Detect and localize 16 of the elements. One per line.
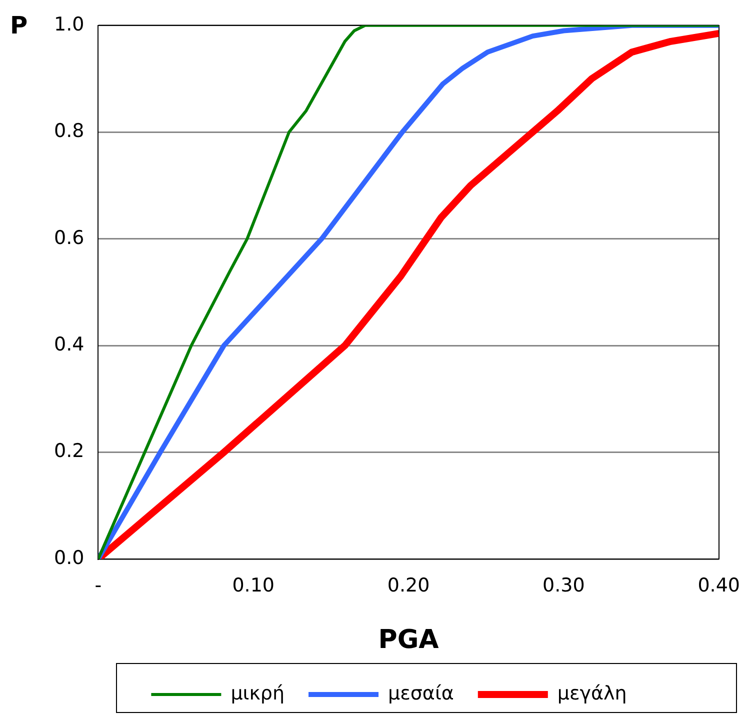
x-tick-label: - [94,574,102,596]
y-tick-label: 0.6 [54,226,84,249]
legend-label: μικρή [230,682,285,704]
y-tick-label: 0.8 [54,120,84,142]
y-tick-label: 0.4 [54,333,84,356]
y-tick-label: 1.0 [54,13,84,36]
y-tick-label: 0.0 [54,546,84,569]
legend-label: μεσαία [388,682,454,704]
x-axis-title: PGA [378,625,439,656]
x-tick-label: 0.10 [232,574,275,596]
y-tick-label: 0.2 [54,440,84,462]
legend-label: μεγάλη [557,682,627,704]
x-tick-label: 0.20 [387,574,430,596]
y-axis-title: P [10,12,28,40]
x-tick-label: 0.40 [698,574,740,596]
x-tick-label: 0.30 [542,574,585,596]
